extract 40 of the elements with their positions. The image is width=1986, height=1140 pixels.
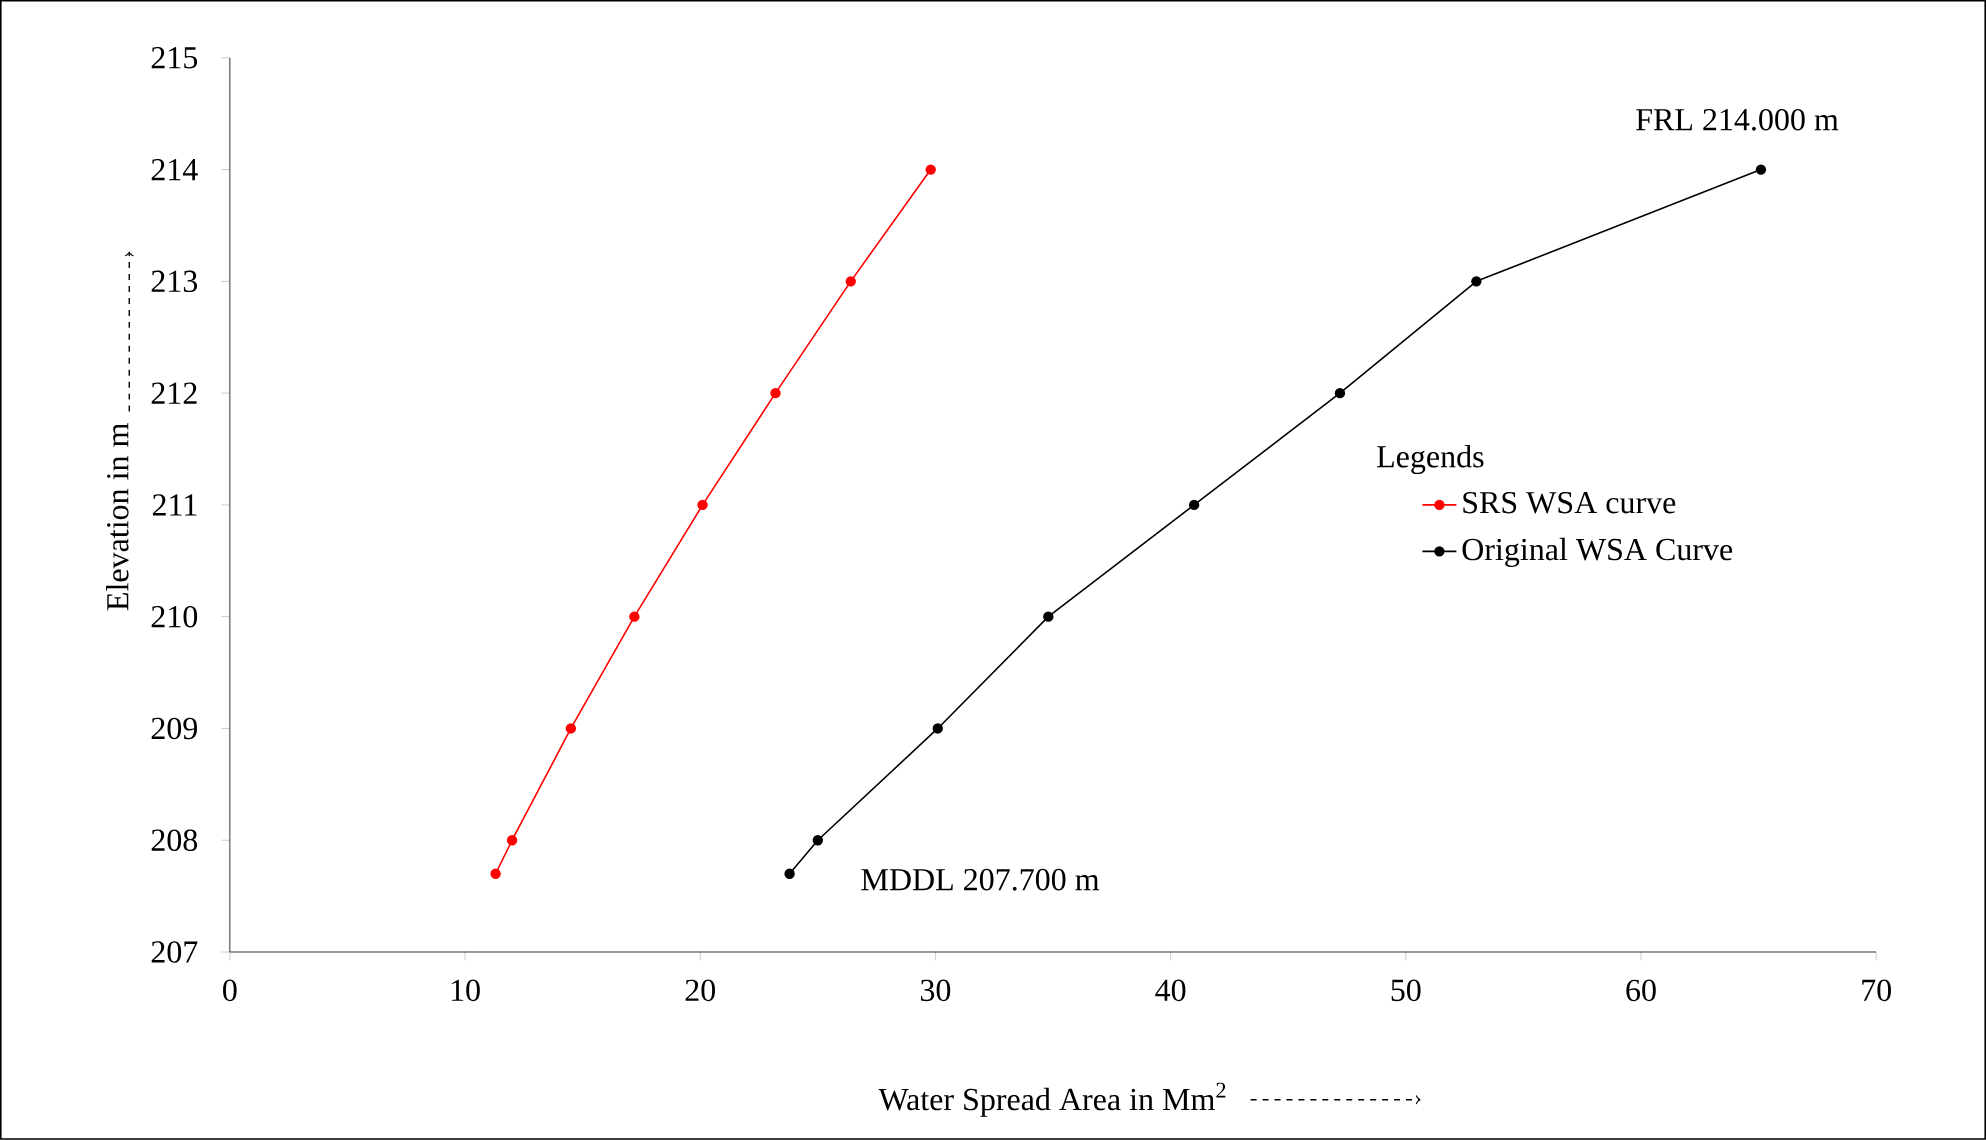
x-tick-label: 70 [1862,979,1891,1002]
y-tick-label: 215 [151,47,198,69]
point [1188,499,1200,511]
point [565,723,577,734]
point [770,388,781,399]
point [1043,611,1054,622]
point [506,835,518,846]
point [784,868,795,880]
point [697,499,708,511]
y-tick-label: 210 [151,605,198,628]
y-tick-label: 208 [151,829,198,852]
x-tick-label: 50 [1391,979,1421,1002]
y-tick-label: 213 [151,270,198,293]
point [845,276,856,287]
x-tick-label: 0 [223,979,237,1002]
y-tick-label: 207 [151,941,198,963]
y-tick-label: 211 [152,494,197,516]
y-tick-label: 212 [151,382,197,404]
annotation: FRL 214.000 m [1636,108,1839,131]
x-axis-title: Water Spread Area in Mm$^{2}$ [878,1082,1226,1117]
y-tick-label: 214 [151,159,198,181]
point [1471,276,1482,287]
legend-label: SRS WSA curve [1463,491,1676,514]
x-tick-label: 30 [920,979,951,1002]
point [932,723,943,734]
legend-title: Legends [1377,445,1484,475]
annotation: MDDL 207.700 m [861,868,1100,891]
x-tick-label: 10 [451,979,480,1002]
x-tick-label: 60 [1626,979,1656,1002]
x-tick-label: 20 [685,979,716,1002]
y-axis-title: Elevation in m [106,423,129,611]
point [629,611,640,622]
y-tick-label: 209 [151,717,197,740]
point [1334,388,1346,399]
point [812,835,823,846]
point [925,164,936,175]
legend-label: Original WSA Curve [1462,537,1733,568]
point [1755,164,1767,175]
point [490,868,501,880]
x-tick-label: 40 [1155,979,1186,1002]
